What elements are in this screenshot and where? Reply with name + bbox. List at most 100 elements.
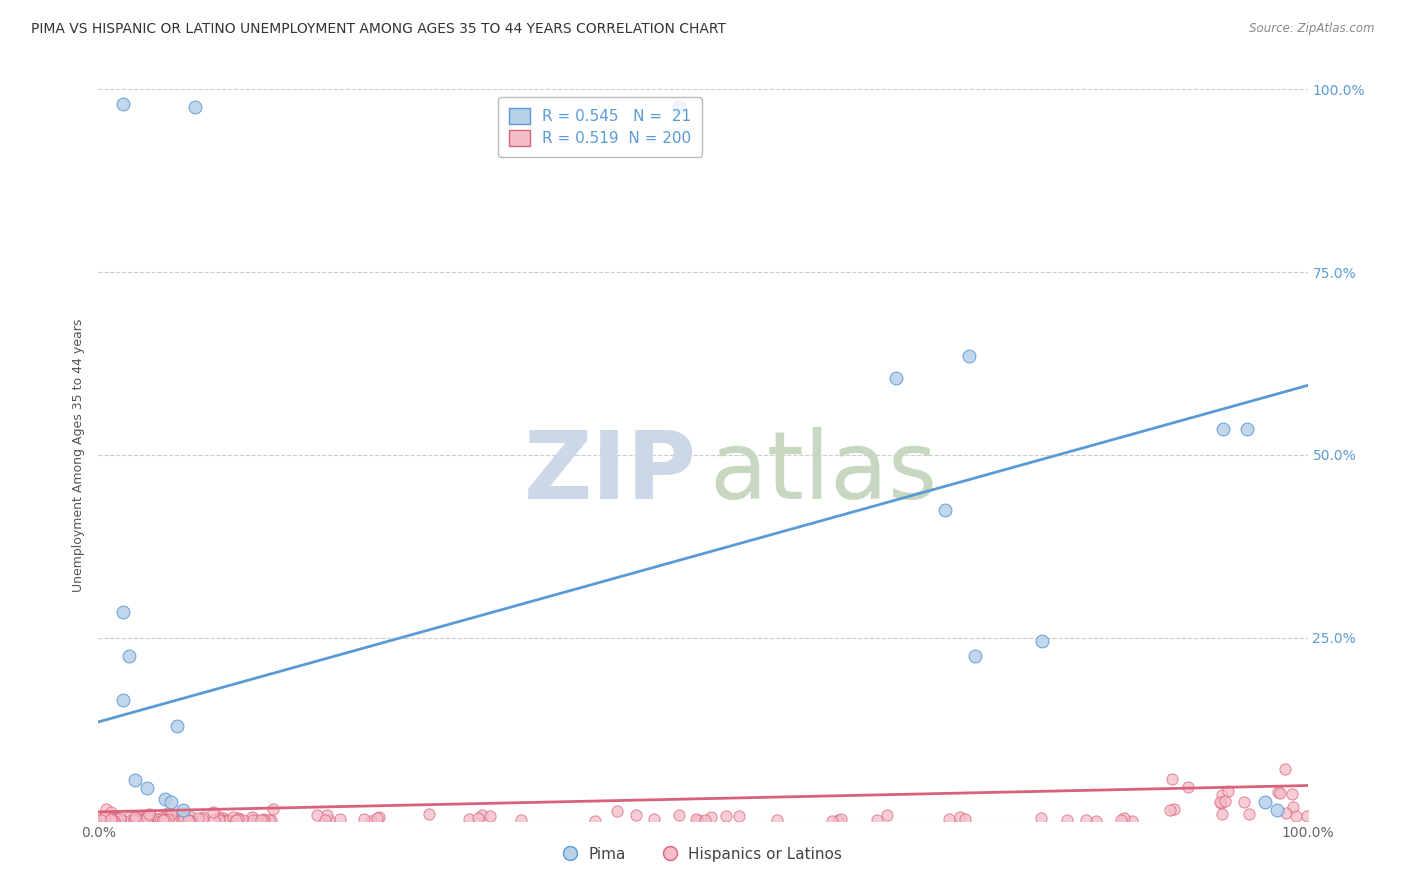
Point [96,812,118,826]
Point [232,814,254,828]
Point [101,813,124,827]
Point [478,809,501,823]
Point [160,812,183,826]
Point [191,810,214,824]
Point [97,811,120,825]
Point [226,813,249,827]
Point [127,814,149,828]
Point [100,805,122,819]
Point [1029,811,1052,825]
Point [104,813,127,827]
Point [177,813,200,827]
Point [262,802,284,816]
Point [1076,813,1098,827]
Point [965,649,987,664]
Point [129,814,152,828]
Point [201,805,224,819]
Point [226,812,249,826]
Point [155,812,177,826]
Point [1296,809,1319,823]
Point [166,813,188,827]
Point [368,809,391,823]
Point [104,810,127,824]
Point [122,813,145,827]
Point [509,814,531,828]
Point [145,814,167,828]
Point [217,813,239,827]
Point [177,814,200,828]
Point [122,812,145,826]
Point [149,814,172,828]
Point [643,812,665,826]
Point [124,773,146,788]
Point [179,813,201,827]
Point [139,808,162,822]
Legend: Pima, Hispanics or Latinos: Pima, Hispanics or Latinos [558,840,848,868]
Point [1212,422,1234,436]
Point [252,813,274,827]
Point [1085,814,1108,828]
Point [149,811,172,825]
Point [360,814,382,828]
Point [938,813,960,827]
Point [97,810,120,824]
Point [96,810,118,824]
Point [145,812,167,826]
Point [141,812,163,826]
Point [96,813,118,827]
Point [107,814,129,828]
Point [91,813,114,827]
Point [250,814,273,828]
Point [259,813,281,827]
Point [934,503,956,517]
Point [418,807,440,822]
Point [125,812,148,826]
Point [876,808,898,822]
Point [91,811,114,825]
Point [1159,803,1181,817]
Point [1282,800,1305,814]
Point [1285,809,1308,823]
Point [124,810,146,824]
Point [90,813,112,827]
Point [253,812,276,826]
Point [1211,806,1233,821]
Point [165,813,187,827]
Point [108,811,131,825]
Point [1274,762,1296,776]
Point [315,808,337,822]
Point [208,814,231,828]
Point [217,814,239,828]
Point [1218,784,1240,798]
Point [1163,802,1185,816]
Point [314,813,336,827]
Point [830,813,852,827]
Point [100,814,122,828]
Point [90,810,112,824]
Point [103,814,125,828]
Point [318,813,340,827]
Point [1109,814,1132,828]
Point [94,811,117,825]
Point [100,812,122,826]
Point [149,814,172,828]
Point [624,807,647,822]
Point [139,814,162,828]
Point [172,810,194,824]
Point [668,101,690,115]
Point [111,605,134,619]
Point [172,803,194,817]
Point [153,813,176,827]
Point [1056,813,1078,827]
Point [170,813,193,827]
Point [1112,811,1135,825]
Point [132,814,155,828]
Point [685,812,707,826]
Point [138,807,160,822]
Point [471,808,494,822]
Point [172,813,194,827]
Point [225,813,247,827]
Point [668,808,690,822]
Point [1211,789,1233,803]
Point [124,814,146,828]
